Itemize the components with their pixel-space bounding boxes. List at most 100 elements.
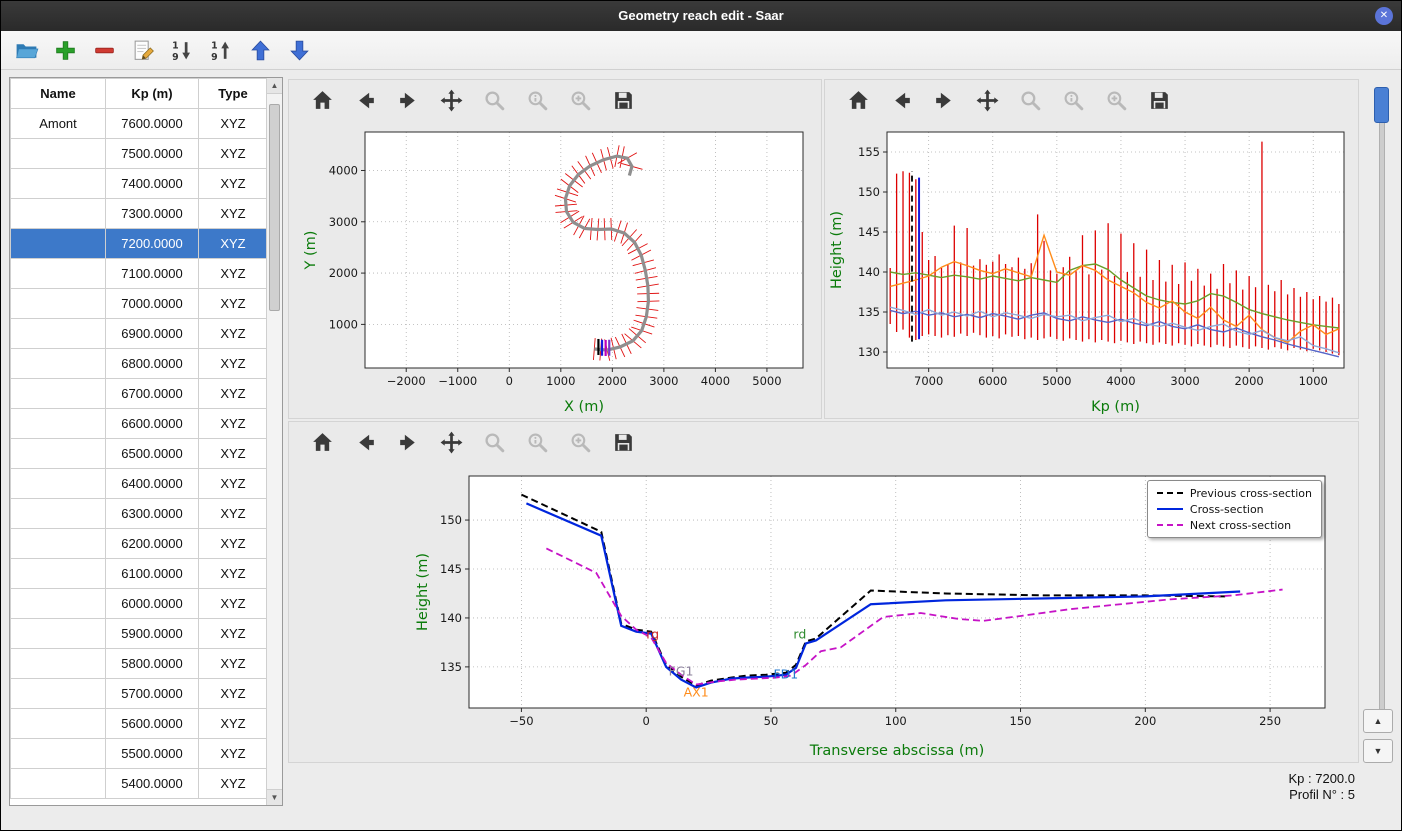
table-row[interactable]: 7500.0000 XYZ [10,138,268,169]
type-cell[interactable]: XYZ [198,438,268,469]
name-cell[interactable] [10,738,106,769]
kp-cell[interactable]: 6400.0000 [105,468,199,499]
save-icon[interactable] [610,429,637,456]
name-cell[interactable] [10,168,106,199]
type-cell[interactable]: XYZ [198,558,268,589]
forward-icon[interactable] [931,87,958,114]
table-row[interactable]: 7100.0000 XYZ [10,258,268,289]
name-cell[interactable] [10,228,106,259]
name-cell[interactable] [10,648,106,679]
zoom-info-icon[interactable] [1060,87,1087,114]
name-cell[interactable] [10,258,106,289]
previous-profile-button[interactable]: ▲ [1363,709,1393,733]
kp-cell[interactable]: 7400.0000 [105,168,199,199]
type-cell[interactable]: XYZ [198,288,268,319]
table-row[interactable]: 7000.0000 XYZ [10,288,268,319]
kp-cell[interactable]: 6500.0000 [105,438,199,469]
forward-icon[interactable] [395,429,422,456]
kp-cell[interactable]: 6600.0000 [105,408,199,439]
table-row[interactable]: 5700.0000 XYZ [10,678,268,709]
zoom-icon[interactable] [481,429,508,456]
scroll-down-icon[interactable]: ▼ [267,789,282,805]
scroll-up-icon[interactable]: ▲ [267,78,282,94]
next-profile-button[interactable]: ▼ [1363,739,1393,763]
kp-cell[interactable]: 5600.0000 [105,708,199,739]
table-row[interactable]: 5500.0000 XYZ [10,738,268,769]
kp-cell[interactable]: 6800.0000 [105,348,199,379]
home-icon[interactable] [309,87,336,114]
name-cell[interactable] [10,528,106,559]
table-row[interactable]: 6400.0000 XYZ [10,468,268,499]
type-cell[interactable]: XYZ [198,498,268,529]
type-cell[interactable]: XYZ [198,708,268,739]
longitudinal-profile-plot[interactable]: 7000 6000 5000 4000 3000 2000 1000 130 135 140 145… [825,120,1358,420]
table-scrollbar[interactable]: ▲ ▼ [266,78,282,805]
move-up-icon[interactable] [247,37,274,64]
zoom-to-rect-icon[interactable] [567,87,594,114]
name-cell[interactable] [10,588,106,619]
type-cell[interactable]: XYZ [198,738,268,769]
col-header-kp[interactable]: Kp (m) [105,78,199,109]
kp-cell[interactable]: 6300.0000 [105,498,199,529]
zoom-to-rect-icon[interactable] [567,429,594,456]
move-down-icon[interactable] [286,37,313,64]
table-row[interactable]: 6700.0000 XYZ [10,378,268,409]
add-row-icon[interactable] [52,37,79,64]
name-cell[interactable]: Amont [10,108,106,139]
zoom-to-rect-icon[interactable] [1103,87,1130,114]
type-cell[interactable]: XYZ [198,408,268,439]
col-header-type[interactable]: Type [198,78,268,109]
kp-cell[interactable]: 6700.0000 [105,378,199,409]
pan-icon[interactable] [974,87,1001,114]
zoom-icon[interactable] [481,87,508,114]
kp-cell[interactable]: 7300.0000 [105,198,199,229]
type-cell[interactable]: XYZ [198,348,268,379]
zoom-info-icon[interactable] [524,87,551,114]
col-header-name[interactable]: Name [10,78,106,109]
kp-cell[interactable]: 7200.0000 [105,228,199,259]
kp-cell[interactable]: 5500.0000 [105,738,199,769]
kp-cell[interactable]: 7500.0000 [105,138,199,169]
zoom-icon[interactable] [1017,87,1044,114]
type-cell[interactable]: XYZ [198,168,268,199]
kp-cell[interactable]: 7100.0000 [105,258,199,289]
table-row[interactable]: 7400.0000 XYZ [10,168,268,199]
type-cell[interactable]: XYZ [198,258,268,289]
plan-view-plot[interactable]: −2000 −1000 0 1000 2000 3000 4000 5000 1000 2000 3… [289,120,821,420]
table-row[interactable]: 6600.0000 XYZ [10,408,268,439]
kp-cell[interactable]: 6000.0000 [105,588,199,619]
save-icon[interactable] [1146,87,1173,114]
name-cell[interactable] [10,318,106,349]
kp-cell[interactable]: 5700.0000 [105,678,199,709]
name-cell[interactable] [10,498,106,529]
name-cell[interactable] [10,618,106,649]
back-icon[interactable] [888,87,915,114]
profile-slider-thumb[interactable] [1374,87,1389,123]
home-icon[interactable] [309,429,336,456]
name-cell[interactable] [10,348,106,379]
kp-cell[interactable]: 6100.0000 [105,558,199,589]
close-button[interactable]: ✕ [1375,7,1393,25]
pan-icon[interactable] [438,429,465,456]
type-cell[interactable]: XYZ [198,228,268,259]
type-cell[interactable]: XYZ [198,378,268,409]
table-row[interactable]: 7200.0000 XYZ [10,228,268,259]
zoom-info-icon[interactable] [524,429,551,456]
home-icon[interactable] [845,87,872,114]
table-scrollbar-thumb[interactable] [269,104,280,311]
table-row[interactable]: 6100.0000 XYZ [10,558,268,589]
table-row[interactable]: 6800.0000 XYZ [10,348,268,379]
type-cell[interactable]: XYZ [198,138,268,169]
profile-slider-track[interactable] [1379,87,1385,715]
table-row[interactable]: 6900.0000 XYZ [10,318,268,349]
table-row[interactable]: 6000.0000 XYZ [10,588,268,619]
back-icon[interactable] [352,429,379,456]
name-cell[interactable] [10,708,106,739]
name-cell[interactable] [10,678,106,709]
table-row[interactable]: 6300.0000 XYZ [10,498,268,529]
name-cell[interactable] [10,768,106,799]
table-row[interactable]: 7300.0000 XYZ [10,198,268,229]
kp-cell[interactable]: 7600.0000 [105,108,199,139]
